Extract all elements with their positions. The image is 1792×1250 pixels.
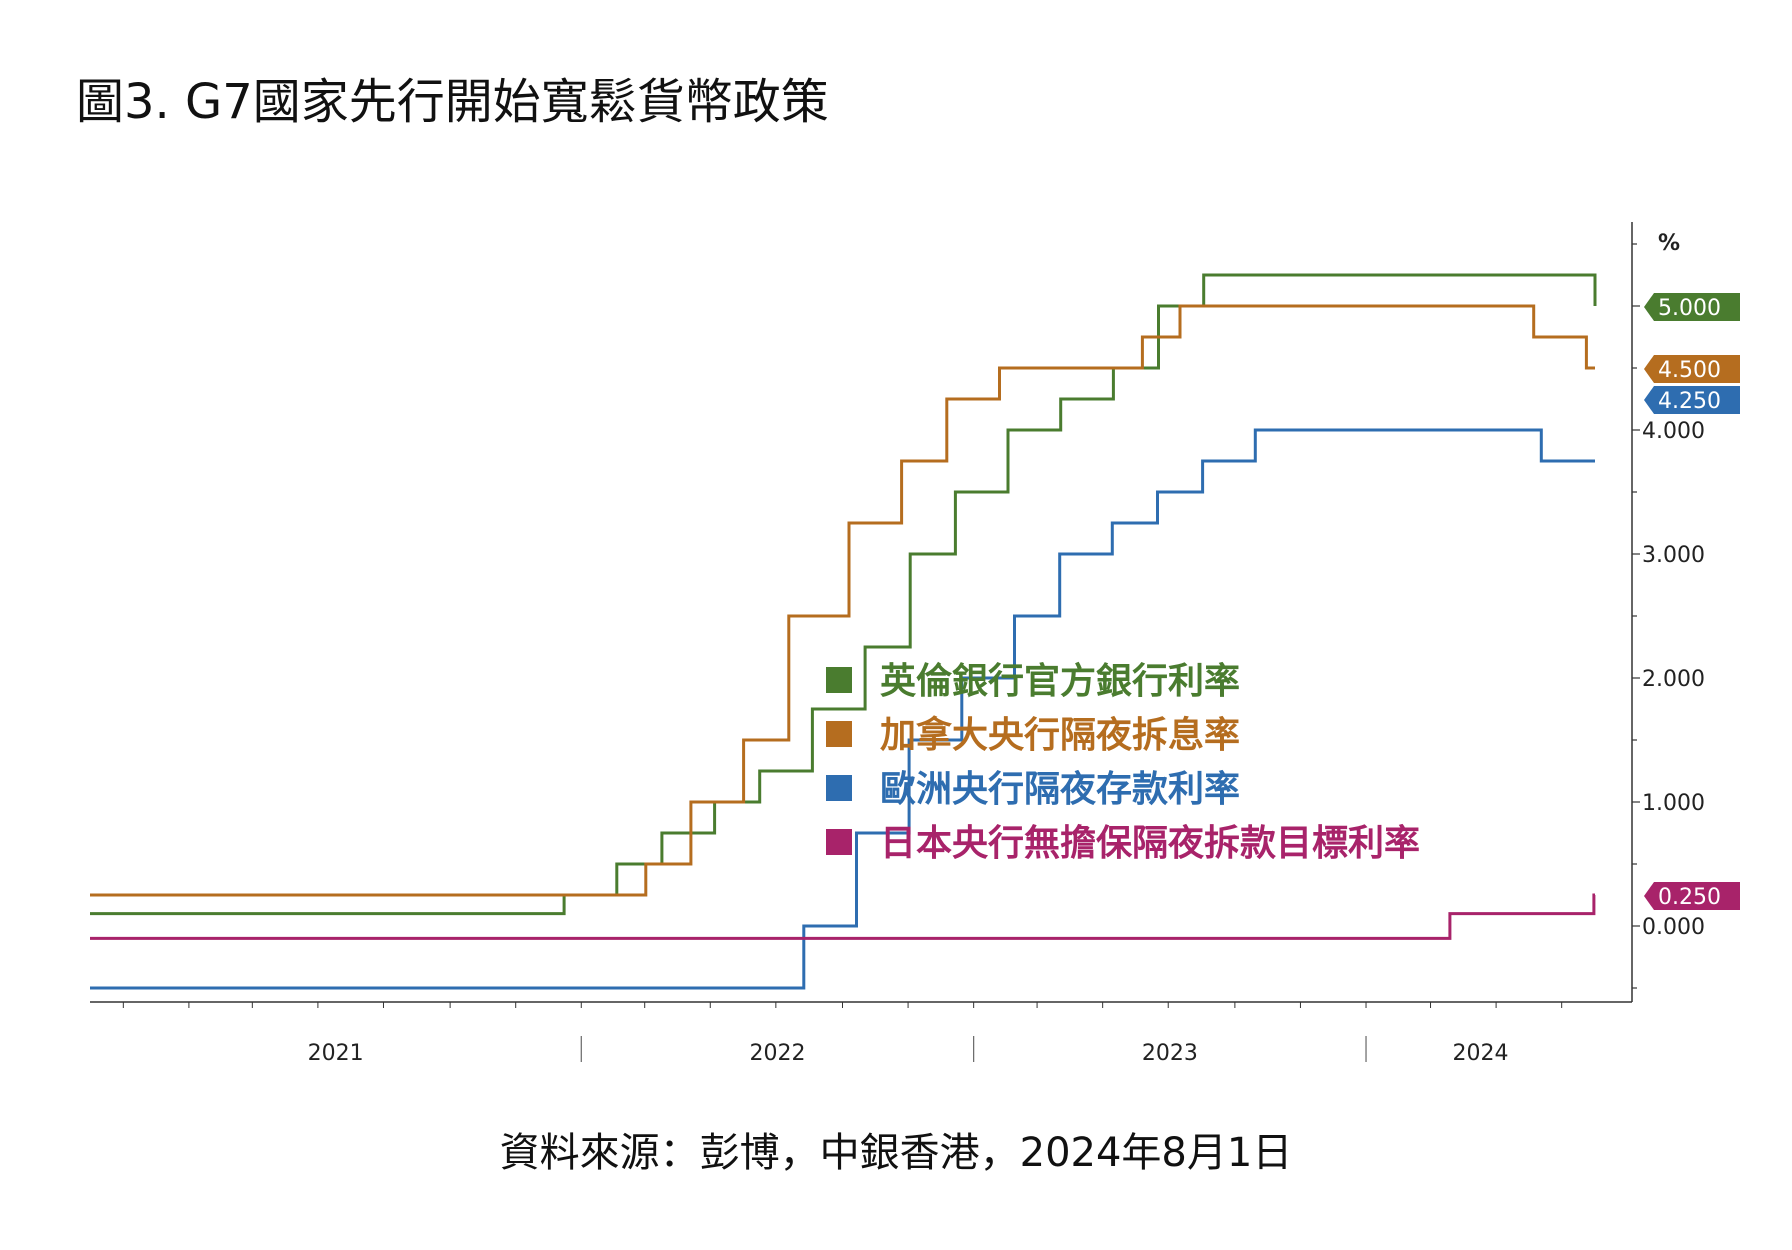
y-tick-label: 4.000 — [1642, 419, 1705, 444]
end-badge-label: 5.000 — [1658, 296, 1721, 321]
legend-label: 歐洲央行隔夜存款利率 — [880, 769, 1240, 810]
legend-label: 英倫銀行官方銀行利率 — [880, 660, 1240, 702]
x-tick-label: 2023 — [1142, 1041, 1198, 1066]
end-badge — [1644, 386, 1740, 414]
legend: 英倫銀行官方銀行利率加拿大央行隔夜拆息率歐洲央行隔夜存款利率日本央行無擔保隔夜拆… — [826, 660, 1420, 864]
source-note: 資料來源：彭博，中銀香港，2024年8月1日 — [499, 1130, 1293, 1176]
y-tick-label: 1.000 — [1642, 791, 1705, 816]
legend-swatch — [826, 667, 852, 693]
y-tick-label: 3.000 — [1642, 543, 1705, 568]
end-badge-label: 4.250 — [1658, 389, 1721, 414]
x-tick-label: 2022 — [749, 1041, 805, 1066]
legend-swatch — [826, 721, 852, 747]
legend-label: 日本央行無擔保隔夜拆款目標利率 — [880, 823, 1420, 864]
end-badge-label: 0.250 — [1658, 885, 1721, 910]
y-unit-label: % — [1658, 231, 1680, 256]
end-badge — [1644, 293, 1740, 321]
end-badge-label: 4.500 — [1658, 358, 1721, 383]
series-line-1 — [90, 304, 1595, 897]
legend-swatch — [826, 829, 852, 855]
end-badge — [1644, 882, 1740, 910]
axes-layer: 0.000 1.000 2.000 3.000 4.000% 2021 2022 2023 20… — [90, 222, 1705, 1066]
x-tick-label: 2021 — [308, 1041, 364, 1066]
series-line-2 — [90, 428, 1595, 990]
series-layer — [90, 273, 1597, 990]
chart-title: 圖3. G7國家先行開始寬鬆貨幣政策 — [76, 74, 829, 130]
y-tick-label: 2.000 — [1642, 667, 1705, 692]
y-tick-label: 0.000 — [1642, 915, 1705, 940]
x-tick-label: 2024 — [1453, 1041, 1509, 1066]
series-line-3 — [90, 893, 1596, 940]
legend-swatch — [826, 775, 852, 801]
series-line-0 — [90, 273, 1597, 916]
end-badge — [1644, 355, 1740, 383]
legend-label: 加拿大央行隔夜拆息率 — [880, 714, 1240, 756]
end-value-badges: 5.000 4.500 4.250 0.250 — [1644, 293, 1740, 910]
